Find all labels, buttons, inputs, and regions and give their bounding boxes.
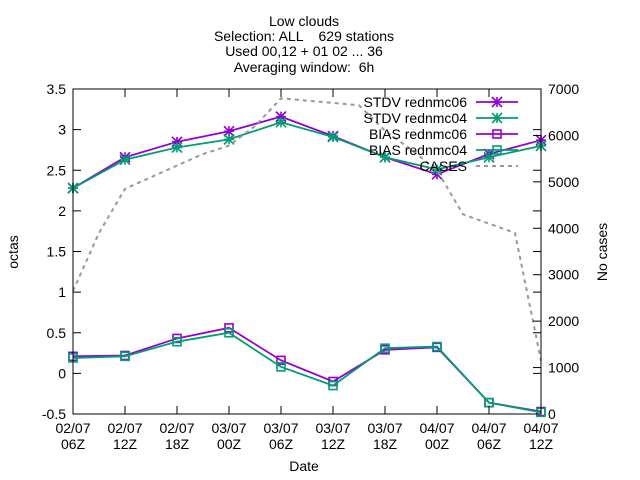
x-tick-label-hour: 18Z: [165, 436, 190, 452]
y-tick-label: 3: [58, 122, 66, 138]
x-tick-label-hour: 12Z: [321, 436, 346, 452]
x-tick-label-hour: 00Z: [425, 436, 450, 452]
legend-entry: STDV rednmc04: [364, 110, 518, 126]
series-line-stdv-rednmc06: [73, 117, 541, 189]
title-line-4: Averaging window: 6h: [234, 59, 375, 75]
y-tick-label: 3.5: [47, 81, 67, 97]
legend-label: STDV rednmc04: [364, 110, 468, 126]
chart-title: Low clouds Selection: ALL 629 stations U…: [214, 13, 394, 75]
y2-axis-label: No cases: [594, 223, 610, 281]
y2-tick-label: 2000: [548, 313, 579, 329]
x-tick-label-hour: 12Z: [113, 436, 138, 452]
data-point: [120, 155, 130, 165]
y-tick-label: 2: [58, 203, 66, 219]
y2-tick-label: 6000: [548, 127, 579, 143]
data-point: [276, 117, 286, 127]
x-tick-label-hour: 00Z: [217, 436, 242, 452]
series-cases: [73, 98, 541, 360]
series-line-stdv-rednmc04: [73, 122, 541, 188]
legend-label: BIAS rednmc04: [369, 142, 467, 158]
x-tick-label-hour: 18Z: [373, 436, 398, 452]
x-tick-label-hour: 12Z: [529, 436, 554, 452]
y2-tick-label: 4000: [548, 220, 579, 236]
series-line-bias-rednmc06: [73, 328, 541, 412]
x-tick-label-date: 03/07: [211, 420, 246, 436]
x-tick-label-hour: 06Z: [477, 436, 502, 452]
y2-tick-label: 1000: [548, 360, 579, 376]
series-bias-rednmc04: [69, 329, 545, 417]
series-stdv-rednmc06: [68, 112, 546, 194]
x-tick-label-date: 04/07: [471, 420, 506, 436]
legend-entry: STDV rednmc06: [364, 94, 518, 110]
legend-marker: [492, 113, 502, 123]
data-point: [224, 134, 234, 144]
title-line-3: Used 00,12 + 01 02 ... 36: [225, 43, 383, 59]
x-tick-label-hour: 06Z: [269, 436, 294, 452]
series-layer: [68, 98, 546, 416]
x-tick-label-hour: 06Z: [61, 436, 86, 452]
x-tick-label-date: 03/07: [367, 420, 402, 436]
legend-label: BIAS rednmc06: [369, 126, 467, 142]
y2-tick-label: 5000: [548, 174, 579, 190]
legend-marker: [492, 97, 502, 107]
x-tick-label-date: 02/07: [55, 420, 90, 436]
legend-label: CASES: [420, 158, 467, 174]
title-line-2: Selection: ALL 629 stations: [214, 28, 394, 44]
x-tick-label-date: 02/07: [159, 420, 194, 436]
x-tick-label-date: 04/07: [419, 420, 454, 436]
y-tick-label: 0: [58, 365, 66, 381]
series-bias-rednmc06: [69, 324, 545, 416]
x-axis-label: Date: [289, 458, 319, 474]
series-line-cases: [73, 98, 541, 360]
legend-entry: CASES: [420, 158, 518, 174]
y-tick-label: 0.5: [47, 325, 67, 341]
x-tick-label-date: 03/07: [315, 420, 350, 436]
x-tick-label-date: 04/07: [523, 420, 558, 436]
y-tick-label: 1.5: [47, 244, 67, 260]
y-axis-label: octas: [5, 235, 21, 268]
y2-tick-label: 3000: [548, 267, 579, 283]
data-point: [328, 132, 338, 142]
legend-label: STDV rednmc06: [364, 94, 468, 110]
y2-tick-label: 7000: [548, 81, 579, 97]
title-line-1: Low clouds: [269, 13, 339, 29]
x-tick-label-date: 02/07: [107, 420, 142, 436]
series-line-bias-rednmc04: [73, 333, 541, 413]
axes: -0.500.511.522.533.501000200030004000500…: [42, 81, 579, 452]
plot-frame: [73, 89, 541, 414]
y-tick-label: 1: [58, 284, 66, 300]
legend-entry: BIAS rednmc06: [369, 126, 518, 142]
y-tick-label: 2.5: [47, 162, 67, 178]
x-tick-label-date: 03/07: [263, 420, 298, 436]
data-point: [172, 143, 182, 153]
